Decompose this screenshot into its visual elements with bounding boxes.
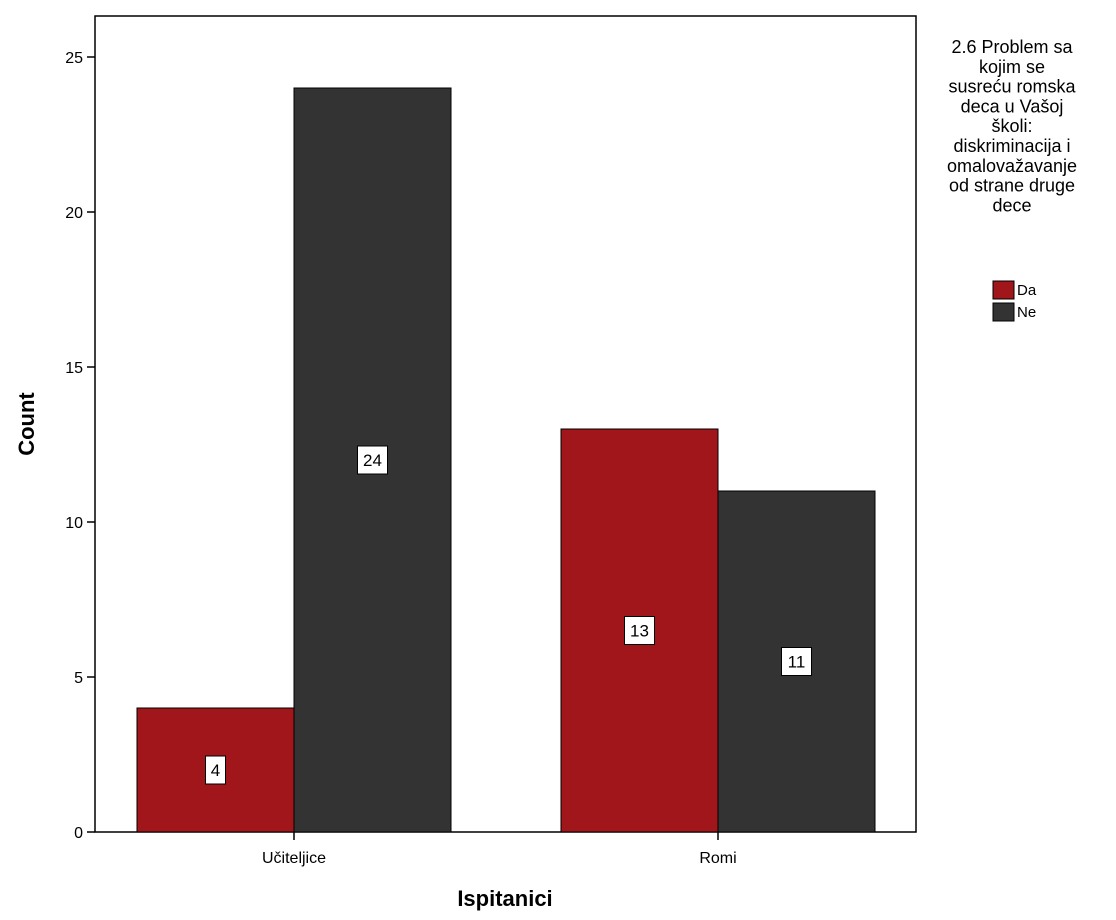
data-label-box [624,616,655,645]
data-label-ne-1: 11 [788,653,806,672]
legend-title-line: kojim se [979,57,1045,77]
y-axis: 0 5 10 15 20 25 [65,50,95,842]
legend-title-line: dece [992,195,1031,215]
y-axis-title: Count [14,392,39,456]
data-label-da-1: 13 [630,622,649,641]
y-tick-label: 20 [65,205,83,222]
y-tick-label: 25 [65,50,83,67]
data-label-ne-0: 24 [363,451,382,470]
legend-title-line: omalovažavanje [947,156,1077,176]
legend-swatch-ne [992,302,1015,322]
legend-title-line: deca u Vašoj [961,96,1064,116]
data-label-da-0: 4 [211,761,220,780]
legend-title-line: diskriminacija i [953,136,1070,156]
x-axis: Učiteljice Romi [262,832,737,867]
legend-title-line: od strane druge [949,176,1075,196]
data-label-box [781,647,812,676]
y-tick-label: 10 [65,515,83,532]
legend-entry-da: Da [1017,282,1037,299]
y-tick-label: 0 [74,825,83,842]
data-labels-group: 4 24 13 11 [205,445,812,785]
x-axis-title: Ispitanici [457,886,552,911]
legend-title-line: susreću romska [948,77,1076,97]
legend-title-line: 2.6 Problem sa [951,37,1073,57]
y-tick-label: 5 [74,670,83,687]
legend-title-line: školi: [991,116,1032,136]
data-label-box [205,755,226,785]
x-category-label: Učiteljice [262,850,326,867]
legend-swatch-da [992,280,1015,300]
legend-entry-ne: Ne [1017,304,1036,321]
y-tick-label: 15 [65,360,83,377]
x-category-label: Romi [699,850,736,867]
data-label-box [357,445,388,475]
